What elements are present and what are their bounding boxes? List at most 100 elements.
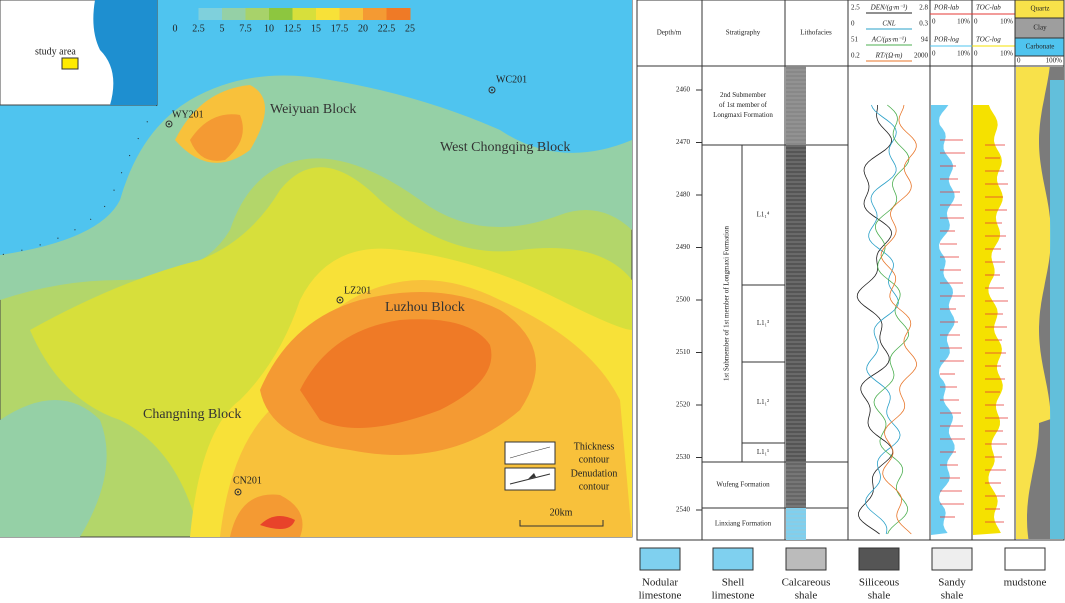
scale-label: 20km (550, 507, 573, 518)
depth-label: 2520 (676, 401, 691, 409)
lithology-label: Shell (722, 577, 745, 589)
curve-name: AC/(μs·m⁻¹) (871, 36, 907, 44)
legend-label: contour (579, 481, 610, 492)
map: study area 0 2.5 5 7.5 10 12.5 15 17.5 20 22.5 25 … (0, 0, 633, 538)
depth-label: 2470 (676, 138, 691, 146)
colorbar-tick-label: 20 (358, 23, 368, 34)
por-fill (931, 105, 955, 535)
unit-label: Wufeng Formation (716, 481, 770, 489)
colorbar-swatch (363, 8, 387, 20)
subunit-label: L1₁⁴ (757, 211, 770, 219)
curve-min: 0.2 (851, 52, 860, 60)
depth-label: 2530 (676, 453, 691, 461)
lithology-swatch (712, 547, 754, 571)
lithology-swatch (639, 547, 681, 571)
lithology-label: limestone (712, 590, 755, 602)
unit-label: Linxiang Formation (715, 520, 772, 528)
lithofacies-block (786, 462, 806, 508)
unit-label: 1st Submember of 1st member of Longmaxi … (723, 226, 731, 381)
log-curve (873, 104, 910, 535)
unit-label: of 1st member of (719, 101, 768, 109)
colorbar-swatch (339, 8, 364, 20)
track-max: 10% (957, 18, 970, 26)
track-min: 0 (974, 18, 978, 26)
track-max: 10% (1000, 50, 1013, 58)
lithology-label: Calcareous (782, 577, 831, 589)
colorbar-swatch (245, 8, 270, 20)
map-legend-text: Thickness contour Denudation contour (571, 441, 618, 492)
track-min: 0 (974, 50, 978, 58)
colorbar-tick-label: 0 (173, 23, 178, 34)
colorbar-swatch (175, 8, 199, 20)
well-label: LZ201 (344, 285, 371, 296)
well-log: Depth/m Stratigraphy Lithofacies 2.5 DEN/(g·… (636, 0, 1065, 541)
track-max: 100% (1046, 57, 1063, 65)
contour-band (0, 400, 107, 537)
lithology-label: shale (868, 590, 891, 602)
depth-label: 2460 (676, 86, 691, 94)
header: Stratigraphy (726, 29, 761, 37)
contour-band (260, 516, 295, 529)
curve-max: 2.8 (919, 4, 928, 12)
track-min: 0 (932, 18, 936, 26)
track-max: 10% (957, 50, 970, 58)
inset-label: study area (35, 46, 76, 57)
lithology-swatch (785, 547, 827, 571)
depth-label: 2510 (676, 348, 691, 356)
lithology-swatch (1004, 547, 1046, 571)
legend-label: Thickness (574, 441, 615, 452)
curve-max: 0.3 (919, 20, 928, 28)
carbonate-fill (1050, 80, 1064, 539)
toc-fill (973, 105, 1003, 535)
mineral-name: Carbonate (1026, 43, 1055, 51)
mineral-name: Quartz (1030, 5, 1049, 13)
block-label: Weiyuan Block (270, 102, 356, 117)
well (488, 86, 496, 94)
lithology-swatch (931, 547, 973, 571)
mineral-name: Clay (1033, 24, 1047, 32)
colorbar-swatch (269, 8, 293, 20)
header: Depth/m (657, 29, 682, 37)
colorbar-swatch (316, 8, 340, 20)
depth-label: 2500 (676, 296, 691, 304)
curve-name: CNL (882, 20, 895, 28)
curve-min: 51 (851, 36, 859, 44)
depth-label: 2480 (676, 191, 691, 199)
curve-name: DEN/(g·m⁻³) (870, 4, 908, 12)
lithology-label: shale (795, 590, 818, 602)
subunit-label: L1₁¹ (757, 448, 769, 456)
colorbar-tick-label: 22.5 (378, 23, 396, 34)
track-min: 0 (1017, 57, 1021, 65)
well-label: CN201 (233, 475, 262, 486)
curve-min: 2.5 (851, 4, 860, 12)
lithology-label: limestone (639, 590, 682, 602)
lithology-label: Siliceous (859, 577, 899, 589)
depth-label: 2540 (676, 506, 691, 514)
well-label: WY201 (172, 109, 204, 120)
log-curve (880, 104, 917, 535)
colorbar-swatch (222, 8, 246, 20)
lithology-legend: NodularlimestoneShelllimestoneCalcareous… (639, 547, 1047, 602)
lithology-swatch (858, 547, 900, 571)
colorbar-tick-label: 17.5 (331, 23, 349, 34)
curve-min: 0 (851, 20, 855, 28)
contour-band (300, 319, 492, 428)
colorbar-tick-label: 7.5 (239, 23, 252, 34)
lithology-label: mudstone (1004, 577, 1047, 589)
colorbar-swatch (386, 8, 411, 20)
track-name: TOC-log (976, 36, 1001, 44)
lithofacies-block (786, 145, 806, 462)
lithology-label: Sandy (938, 577, 966, 589)
colorbar: 0 2.5 5 7.5 10 12.5 15 17.5 20 22.5 25 (173, 8, 415, 34)
colorbar-tick-label: 2.5 (192, 23, 205, 34)
track-min: 0 (932, 50, 936, 58)
well (234, 488, 242, 496)
colorbar-swatch (292, 8, 317, 20)
block-label: West Chongqing Block (440, 140, 570, 155)
well (165, 120, 173, 128)
colorbar-tick-label: 12.5 (284, 23, 302, 34)
track-name: POR-log (933, 36, 959, 44)
scale-bar (519, 520, 604, 527)
legend-label: contour (579, 454, 610, 465)
unit-label: Longmaxi Formation (713, 111, 773, 119)
